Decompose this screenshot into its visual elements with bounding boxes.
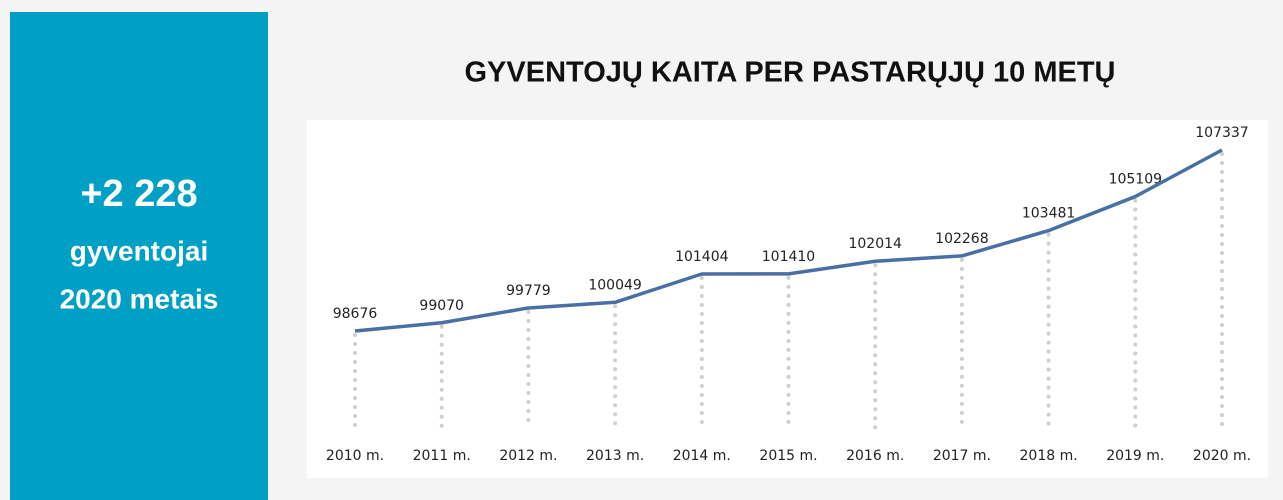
data-label: 101404 <box>675 249 729 265</box>
data-label: 102268 <box>935 231 988 247</box>
x-tick-label: 2020 m. <box>1193 448 1251 464</box>
chart: 2010 m. 2011 m. 2012 m. 2013 m. 2014 m. 2015 … <box>326 125 1251 464</box>
panel-background <box>10 12 268 500</box>
data-label: 98676 <box>333 306 378 322</box>
x-tick-label: 2016 m. <box>846 448 904 464</box>
data-label: 101410 <box>762 249 815 265</box>
x-tick-label: 2018 m. <box>1020 448 1078 464</box>
x-tick-label: 2014 m. <box>673 448 731 464</box>
plot-area <box>307 120 1268 478</box>
data-label: 105109 <box>1109 172 1162 188</box>
data-label: 100049 <box>588 277 641 293</box>
panel-line: 2020 metais <box>60 283 219 314</box>
data-label: 99779 <box>506 283 551 299</box>
x-tick-label: 2013 m. <box>586 448 644 464</box>
data-label: 107337 <box>1195 125 1248 141</box>
series-line <box>354 148 1223 333</box>
x-tick-label: 2012 m. <box>499 448 557 464</box>
panel-line: gyventojai <box>70 235 208 266</box>
x-tick-label: 2015 m. <box>759 448 817 464</box>
data-label: 103481 <box>1022 206 1075 222</box>
summary-panel: +2 228 gyventojai 2020 metais <box>10 12 268 500</box>
data-label: 102014 <box>848 236 902 252</box>
x-tick-label: 2010 m. <box>326 448 384 464</box>
chart-title: GYVENTOJŲ KAITA PER PASTARŲJŲ 10 METŲ <box>465 57 1116 89</box>
x-tick-label: 2019 m. <box>1106 448 1164 464</box>
x-tick-label: 2011 m. <box>413 448 471 464</box>
x-tick-label: 2017 m. <box>933 448 991 464</box>
headline: +2 228 <box>80 173 197 215</box>
data-label: 99070 <box>419 298 464 314</box>
